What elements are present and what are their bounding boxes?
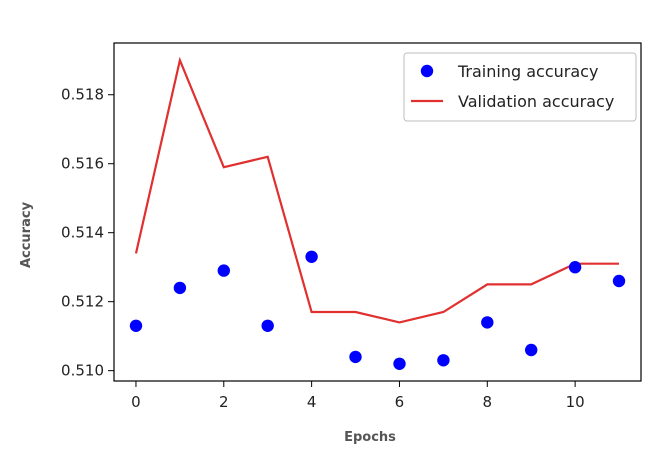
training-accuracy-point [349,350,362,364]
training-accuracy-point [305,250,318,263]
y-tick-label: 0.514 [61,224,104,242]
legend-training-label: Training accuracy [457,62,598,81]
axes: 0 2 4 6 8 10 0.510 0.512 0.514 0.516 0.518 [61,42,642,411]
legend: Training accuracy Validation accuracy [403,52,637,122]
training-accuracy-point [261,319,274,332]
y-tick-label: 0.518 [61,86,104,104]
legend-validation-label: Validation accuracy [458,92,614,111]
plot-frame [113,42,642,382]
x-tick-label: 4 [307,393,317,411]
x-axis-title: Epochs [344,430,396,445]
training-accuracy-point [481,316,494,329]
training-accuracy-point [568,261,582,274]
x-tick-label: 6 [395,393,405,411]
training-accuracy-point [393,357,406,370]
legend-box [403,52,637,122]
y-axis-title: Accuracy [19,201,34,268]
legend-training-marker [420,64,434,78]
x-tick-label: 8 [483,393,493,411]
y-tick-label: 0.510 [61,362,104,380]
training-accuracy-point [173,281,187,295]
validation-accuracy-line [134,56,619,324]
training-accuracy-point [437,354,450,367]
y-tick-label: 0.516 [61,155,104,173]
x-tick-label: 10 [566,393,585,411]
training-accuracy-point [217,264,230,277]
x-tick-label: 0 [131,393,141,411]
training-accuracy-point [129,319,143,332]
training-accuracy-point [525,343,538,357]
y-tick-label: 0.512 [61,293,104,311]
x-tick-label: 2 [219,393,229,411]
training-accuracy-point [612,274,626,288]
plot-area [129,56,626,370]
